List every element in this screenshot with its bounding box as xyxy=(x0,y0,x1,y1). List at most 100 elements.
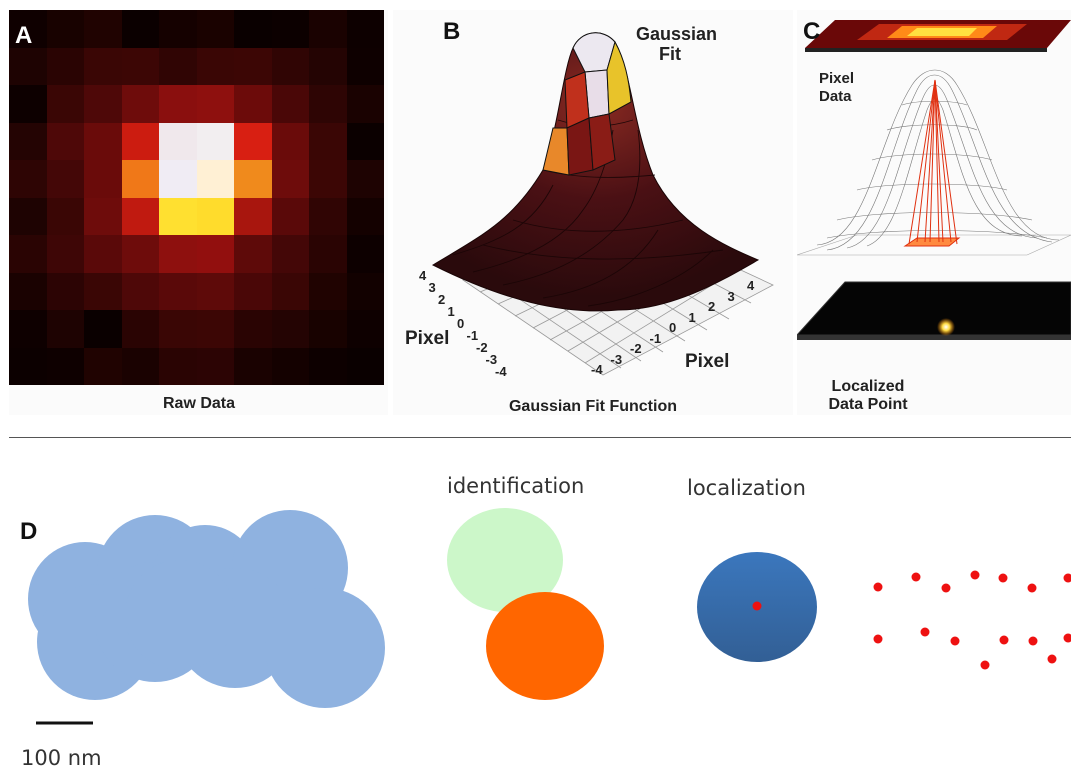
localized-points xyxy=(873,570,1071,670)
raw-pixel xyxy=(159,235,197,273)
raw-pixel xyxy=(309,160,347,198)
left-tick-label: 3 xyxy=(428,280,436,295)
right-tick-label: -3 xyxy=(610,351,623,367)
raw-pixel xyxy=(309,310,347,348)
panel-letter-a: A xyxy=(15,22,33,49)
localization-label: localization xyxy=(687,476,806,500)
raw-pixel xyxy=(9,122,47,160)
raw-pixel xyxy=(46,310,84,348)
raw-pixel xyxy=(121,85,159,123)
gaussian-fit-title: Gaussian Fit xyxy=(636,24,718,64)
raw-pixel xyxy=(159,85,197,123)
right-tick-label: 3 xyxy=(727,288,735,304)
raw-pixel xyxy=(159,347,197,385)
raw-pixel xyxy=(159,122,197,160)
raw-pixel xyxy=(346,197,384,235)
panel-letter-d: D xyxy=(20,518,38,545)
left-tick-label: 4 xyxy=(419,268,427,283)
raw-pixel xyxy=(9,272,47,310)
panel-b: B Gaussian Fit Pixel Pixel 4 3 2 1 0 -1 -2 -3 -4… xyxy=(393,10,793,415)
raw-pixel xyxy=(234,47,272,85)
raw-pixel xyxy=(196,272,234,310)
raw-pixel xyxy=(84,272,122,310)
raw-pixel xyxy=(46,272,84,310)
right-tick-label: 1 xyxy=(688,309,696,325)
raw-pixel xyxy=(234,10,272,48)
raw-pixel xyxy=(346,10,384,48)
left-tick-label: -1 xyxy=(466,328,479,343)
panel-d-figure xyxy=(28,508,1071,725)
raw-pixel xyxy=(84,160,122,198)
raw-pixel xyxy=(271,122,309,160)
raw-pixel xyxy=(9,310,47,348)
raw-pixel xyxy=(234,160,272,198)
axis-label-right: Pixel xyxy=(685,351,730,372)
raw-pixel xyxy=(196,310,234,348)
raw-pixel xyxy=(121,235,159,273)
raw-pixel xyxy=(9,197,47,235)
axis-label-left: Pixel xyxy=(405,328,450,349)
raw-pixel xyxy=(121,10,159,48)
section-divider xyxy=(9,437,1071,438)
raw-pixel xyxy=(121,310,159,348)
raw-pixel xyxy=(84,197,122,235)
raw-pixel xyxy=(121,160,159,198)
panel-c: C Pixel Data Localized Data Point xyxy=(797,10,1071,415)
raw-pixel xyxy=(271,272,309,310)
identification-green-circle xyxy=(447,508,563,612)
raw-pixel xyxy=(9,235,47,273)
gaussian-mesh xyxy=(797,69,1071,256)
localization-schematic xyxy=(797,20,1071,340)
raw-pixel xyxy=(9,10,47,48)
raw-pixel xyxy=(346,85,384,123)
raw-pixel xyxy=(271,85,309,123)
raw-pixel xyxy=(346,47,384,85)
left-tick-label: 0 xyxy=(457,316,465,331)
panel-a: A Raw Data xyxy=(9,10,388,415)
scale-bar-label: 100 nm xyxy=(21,746,102,770)
raw-pixel xyxy=(346,160,384,198)
raw-pixel xyxy=(84,235,122,273)
raw-pixel xyxy=(159,160,197,198)
panel-letter-b: B xyxy=(443,18,461,45)
raw-pixel xyxy=(309,272,347,310)
pixel-data-plate xyxy=(805,20,1071,52)
gaussian-fit-caption: Gaussian Fit Function xyxy=(508,398,677,415)
raw-pixel xyxy=(309,47,347,85)
raw-pixel xyxy=(84,310,122,348)
raw-pixel xyxy=(196,47,234,85)
raw-pixel xyxy=(46,122,84,160)
raw-pixel xyxy=(121,122,159,160)
raw-pixel xyxy=(234,347,272,385)
panel-letter-c: C xyxy=(803,18,821,45)
raw-pixel xyxy=(84,347,122,385)
raw-pixel xyxy=(309,347,347,385)
raw-pixel xyxy=(9,85,47,123)
raw-pixel xyxy=(309,197,347,235)
raw-pixel xyxy=(84,122,122,160)
raw-pixel xyxy=(196,10,234,48)
localization-center-dot xyxy=(752,601,762,611)
raw-pixel xyxy=(196,197,234,235)
raw-data-pixel-grid xyxy=(9,10,384,385)
raw-pixel xyxy=(196,235,234,273)
localized-plate xyxy=(797,281,1071,336)
raw-pixel xyxy=(346,122,384,160)
raw-pixel xyxy=(271,197,309,235)
raw-pixel xyxy=(346,347,384,385)
raw-pixel xyxy=(346,235,384,273)
right-tick-label: -4 xyxy=(591,362,603,377)
raw-pixel xyxy=(271,235,309,273)
raw-pixel xyxy=(46,10,84,48)
raw-pixel xyxy=(84,85,122,123)
raw-pixel xyxy=(309,122,347,160)
left-tick-label: -3 xyxy=(485,352,498,367)
pixel-data-label: Pixel Data xyxy=(819,70,855,105)
raw-pixel xyxy=(121,272,159,310)
localized-spot xyxy=(937,318,955,336)
raw-pixel xyxy=(159,310,197,348)
localization-spike xyxy=(903,79,961,247)
right-tick-label: -1 xyxy=(649,330,662,346)
raw-pixel xyxy=(309,235,347,273)
raw-pixel xyxy=(309,85,347,123)
